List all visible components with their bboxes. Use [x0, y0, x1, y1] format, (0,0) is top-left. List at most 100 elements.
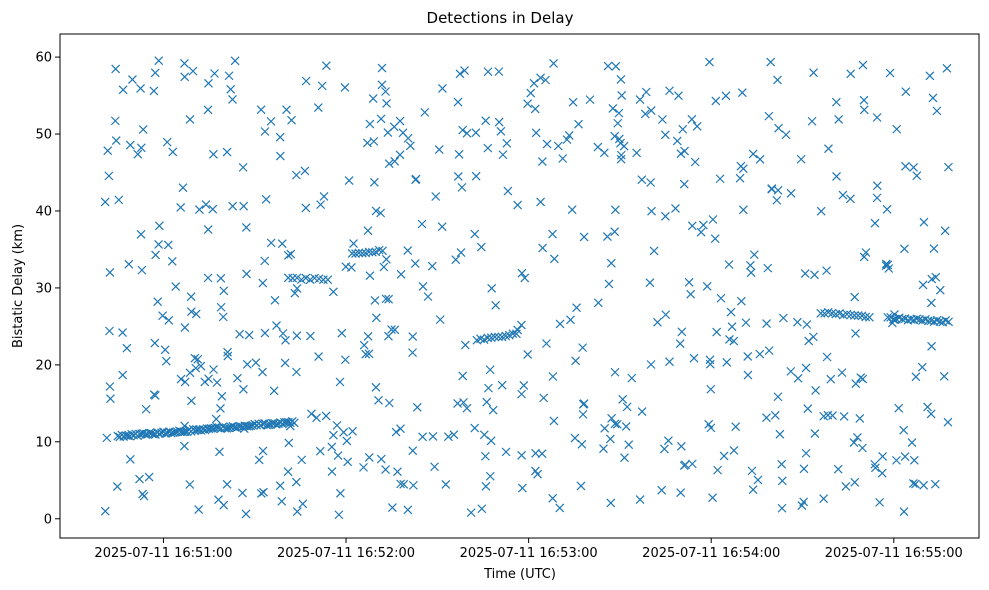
data-point	[585, 95, 595, 105]
data-point	[484, 383, 493, 393]
data-point	[462, 128, 472, 138]
data-point	[118, 328, 127, 338]
data-point	[384, 159, 394, 169]
data-point	[764, 346, 774, 356]
data-point	[158, 311, 168, 321]
data-point	[162, 137, 172, 147]
data-point	[724, 260, 734, 269]
data-point	[364, 349, 374, 359]
data-point	[822, 266, 831, 276]
data-point	[208, 149, 218, 159]
data-point	[378, 246, 387, 256]
data-point	[690, 157, 700, 167]
data-point	[529, 78, 539, 88]
data-point	[738, 164, 748, 174]
data-point	[191, 309, 201, 319]
data-point	[284, 438, 294, 448]
data-point	[481, 116, 491, 126]
data-point	[940, 226, 950, 236]
data-point	[233, 373, 242, 383]
data-point	[501, 331, 511, 341]
data-point	[476, 242, 486, 252]
data-point	[127, 429, 137, 439]
data-point	[743, 370, 753, 380]
data-point	[614, 108, 624, 118]
data-point	[301, 76, 311, 86]
data-point	[214, 495, 223, 505]
data-point	[512, 329, 521, 339]
data-point	[801, 363, 811, 373]
data-point	[501, 447, 511, 457]
data-point	[150, 68, 160, 78]
data-point	[362, 138, 372, 148]
data-point	[359, 462, 368, 472]
data-point	[620, 453, 629, 463]
data-point	[194, 205, 204, 215]
data-point	[136, 229, 146, 239]
data-point	[256, 105, 266, 115]
data-point	[660, 211, 670, 221]
data-point	[845, 194, 855, 204]
data-point	[593, 298, 603, 308]
data-point	[361, 349, 371, 359]
data-point	[767, 184, 777, 193]
data-point	[200, 377, 210, 387]
data-point	[746, 268, 756, 278]
data-point	[611, 61, 621, 71]
data-point	[878, 451, 888, 461]
data-point	[824, 144, 833, 154]
data-point	[919, 217, 929, 227]
data-point	[612, 419, 622, 429]
data-point	[383, 128, 393, 138]
data-point	[646, 106, 656, 115]
data-point	[287, 115, 296, 125]
data-point	[298, 499, 308, 509]
data-point	[745, 260, 755, 270]
data-point	[238, 162, 248, 172]
data-point	[153, 297, 163, 307]
data-point	[164, 315, 174, 325]
data-point	[111, 64, 121, 74]
data-point	[482, 397, 492, 407]
data-point	[458, 371, 468, 381]
data-point	[774, 123, 783, 133]
data-point	[705, 359, 715, 369]
data-point	[719, 451, 729, 461]
data-point	[209, 365, 218, 374]
data-point	[568, 97, 578, 107]
data-point	[861, 248, 871, 257]
data-point	[260, 328, 270, 338]
data-point	[705, 57, 714, 67]
data-point	[105, 267, 115, 277]
data-point	[102, 433, 112, 443]
data-point	[578, 343, 588, 353]
data-point	[460, 66, 469, 75]
data-point	[792, 317, 802, 327]
data-point	[855, 413, 865, 423]
data-point	[427, 261, 437, 271]
data-point	[911, 479, 920, 489]
data-point	[901, 161, 910, 171]
data-point	[222, 479, 232, 489]
data-point	[737, 88, 747, 98]
data-point	[599, 444, 608, 454]
data-point	[470, 229, 480, 239]
data-point	[712, 327, 722, 337]
data-point	[370, 296, 380, 305]
data-point	[698, 220, 708, 230]
data-point	[649, 246, 659, 256]
data-point	[178, 183, 188, 193]
data-point	[259, 487, 268, 497]
data-point	[819, 411, 829, 421]
data-point	[186, 292, 196, 302]
data-point	[176, 203, 186, 212]
data-point	[932, 315, 942, 325]
data-point	[453, 399, 463, 408]
data-point	[870, 459, 880, 469]
data-point	[572, 303, 582, 313]
data-point	[676, 488, 686, 498]
data-point	[671, 204, 680, 213]
data-point	[321, 61, 331, 71]
